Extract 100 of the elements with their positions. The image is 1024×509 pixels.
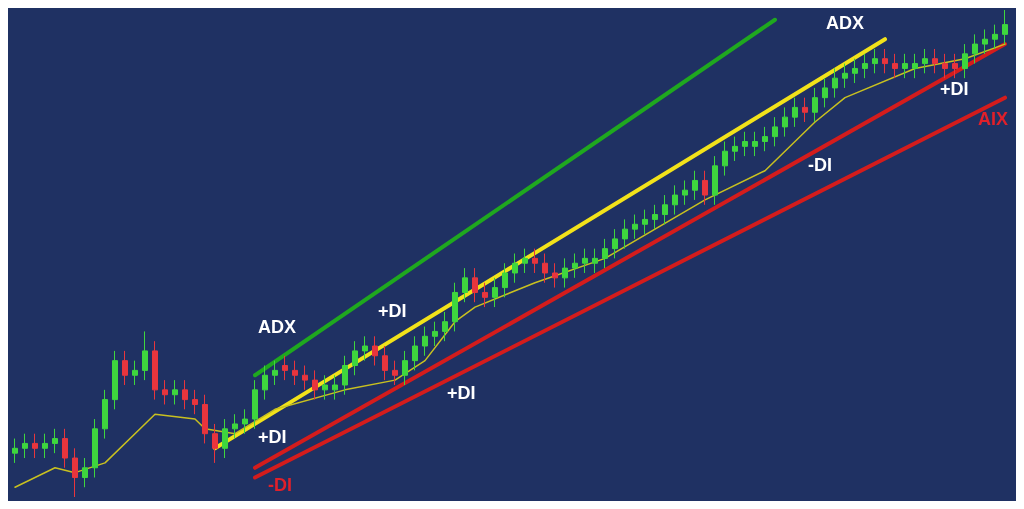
candlestick — [192, 389, 198, 415]
candlestick — [102, 389, 108, 440]
candlestick — [902, 53, 908, 79]
candlestick — [132, 360, 138, 386]
candlestick — [812, 87, 818, 123]
candlestick — [782, 106, 788, 138]
candlestick — [842, 63, 848, 89]
candlestick — [332, 374, 338, 401]
candlestick — [202, 394, 208, 444]
candlestick — [702, 170, 708, 206]
candlestick — [172, 379, 178, 405]
candlestick — [72, 447, 78, 498]
annotation: ADX — [258, 317, 297, 337]
candlestick — [832, 67, 838, 99]
candlestick — [622, 218, 628, 250]
candlestick — [502, 262, 508, 298]
candlestick — [1002, 9, 1008, 45]
candlestick — [252, 379, 258, 430]
candlestick — [612, 228, 618, 259]
candlestick — [232, 413, 238, 440]
candlestick — [672, 184, 678, 216]
annotation: -DI — [268, 475, 292, 495]
annotation: +DI — [378, 301, 407, 321]
candlestick — [122, 350, 128, 386]
candlestick — [872, 48, 878, 74]
candlestick — [262, 365, 268, 401]
candlestick — [642, 209, 648, 235]
candlestick — [962, 43, 968, 79]
candlestick — [762, 126, 768, 152]
candlestick — [932, 48, 938, 74]
candlestick — [742, 131, 748, 157]
candlestick — [772, 116, 778, 147]
candlestick — [482, 282, 488, 308]
annotation: AIX — [978, 109, 1009, 129]
candlestick — [342, 355, 348, 396]
candlestick — [662, 194, 668, 225]
candlestick — [152, 340, 158, 401]
candlestick — [942, 53, 948, 79]
candlestick — [412, 335, 418, 371]
candlestick — [42, 433, 48, 459]
candlestick — [322, 374, 328, 401]
candlestick — [722, 140, 728, 177]
candlestick — [12, 438, 18, 464]
candlestick — [592, 248, 598, 274]
candlestick — [542, 253, 548, 284]
candlestick — [732, 136, 738, 162]
candlestick — [162, 379, 168, 405]
candlestick — [912, 53, 918, 79]
candlestick — [392, 360, 398, 386]
candlestick — [982, 28, 988, 55]
candlestick — [272, 360, 278, 386]
candlestick — [402, 350, 408, 386]
annotation: -DI — [808, 155, 832, 175]
candlestick — [892, 53, 898, 79]
candlestick — [372, 335, 378, 367]
candlestick — [292, 360, 298, 386]
candlestick — [302, 365, 308, 391]
candlestick — [432, 321, 438, 347]
annotation: +DI — [258, 427, 287, 447]
candlestick — [352, 340, 358, 376]
candlestick — [462, 267, 468, 303]
candlestick — [862, 53, 868, 79]
candlestick — [422, 326, 428, 357]
candlestick — [952, 53, 958, 79]
candlestick — [282, 355, 288, 381]
candlestick — [22, 433, 28, 459]
candlestick — [692, 170, 698, 201]
candlestick — [802, 97, 808, 123]
candlestick — [922, 48, 928, 74]
candlestick — [242, 408, 248, 435]
candlestick — [582, 248, 588, 274]
candlestick — [632, 214, 638, 240]
candlestick — [52, 428, 58, 454]
candlestick — [142, 330, 148, 381]
candlestick — [532, 248, 538, 274]
candlestick — [792, 97, 798, 128]
candlestick — [552, 262, 558, 289]
annotation: ADX — [826, 13, 865, 33]
candlestick — [62, 428, 68, 469]
candlestick — [562, 257, 568, 289]
candlestick — [652, 204, 658, 230]
candlestick — [492, 277, 498, 308]
candlestick — [472, 267, 478, 303]
candlestick — [602, 238, 608, 269]
candlestick — [212, 423, 218, 464]
candlestick — [972, 33, 978, 65]
candlestick — [382, 345, 388, 381]
annotation: +DI — [940, 79, 969, 99]
candlestick — [32, 433, 38, 459]
candlestick — [362, 335, 368, 362]
candlestick — [82, 457, 88, 488]
candlestick — [852, 58, 858, 84]
candlestick — [712, 155, 718, 206]
candlestick — [442, 311, 448, 342]
annotation: +DI — [447, 383, 476, 403]
candlestick — [992, 24, 998, 50]
candlestick — [572, 253, 578, 279]
candlestick — [682, 179, 688, 206]
candlestick — [222, 418, 228, 459]
candlestick — [452, 282, 458, 332]
